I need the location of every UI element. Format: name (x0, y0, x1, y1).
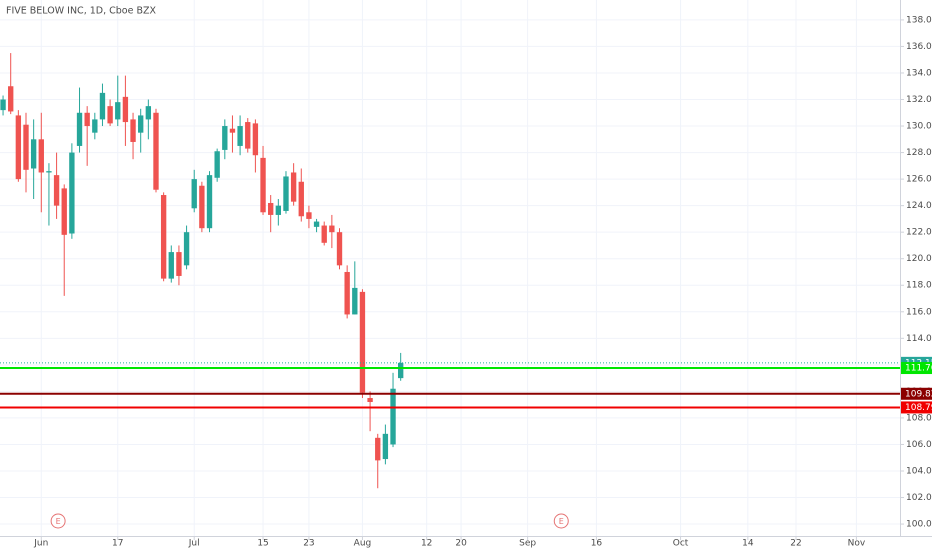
y-tick-label: 100.00 (906, 520, 932, 530)
candle-body (23, 124, 29, 170)
x-tick-label: 14 (742, 539, 754, 549)
x-tick-label: 15 (257, 539, 268, 549)
x-tick-label: Nov (848, 539, 866, 549)
candle-body (30, 139, 37, 169)
y-tick-label: 122.00 (906, 228, 932, 238)
y-tick-label: 136.00 (906, 42, 932, 52)
candle-body (237, 126, 243, 146)
x-tick-label: 20 (455, 539, 467, 549)
candle-body (336, 232, 343, 266)
y-tick-label: 134.00 (906, 68, 932, 78)
candle-body (115, 102, 121, 120)
candle-body (84, 112, 90, 127)
candle-body (183, 232, 190, 266)
candle-body (53, 175, 60, 206)
x-tick-label: 22 (790, 539, 801, 549)
candle-body (229, 128, 236, 133)
candle-body (191, 179, 197, 209)
y-tick-label: 118.00 (906, 281, 932, 291)
y-tick-label: 128.00 (906, 148, 932, 158)
candle-body (0, 99, 6, 111)
candle-body (252, 123, 259, 156)
candle-body (76, 112, 83, 146)
price-label: 111.76 (905, 364, 932, 374)
y-tick-label: 138.00 (906, 15, 932, 25)
y-tick-label: 106.00 (906, 440, 932, 450)
candle-body (359, 291, 366, 393)
candle-body (375, 437, 381, 461)
candle-body (398, 362, 404, 379)
earnings-marker (50, 513, 66, 529)
candle-body (145, 106, 152, 120)
price-label-box (901, 387, 932, 400)
candle-body (46, 171, 52, 173)
x-tick-label: Aug (354, 539, 372, 549)
candle-body (382, 433, 389, 460)
candle-body (69, 152, 75, 234)
candle-body (260, 157, 266, 213)
candle-body (214, 151, 220, 178)
price-label: 109.82 (905, 389, 932, 399)
y-tick-label: 102.00 (906, 493, 932, 503)
candle-body (245, 122, 251, 149)
price-label-box (901, 401, 932, 414)
candle-body (268, 202, 274, 215)
earnings-marker (553, 513, 569, 529)
candle-body (390, 388, 396, 445)
earnings-label: E (559, 517, 564, 526)
earnings-label: E (56, 517, 61, 526)
candle-body (99, 92, 106, 120)
x-tick-label: Sep (519, 539, 536, 549)
x-tick-label: Jul (188, 539, 200, 549)
candle-body (92, 119, 98, 133)
candle-body (344, 271, 350, 315)
candle-body (199, 185, 205, 229)
candle-body (321, 225, 327, 243)
candle-body (298, 181, 304, 217)
y-tick-label: 124.00 (906, 201, 932, 211)
candle-body (313, 221, 320, 227)
y-tick-label: 108.00 (906, 413, 932, 423)
y-tick-label: 104.00 (906, 466, 932, 476)
candle-body (138, 115, 144, 133)
candle-body (352, 287, 358, 315)
candle-body (122, 96, 129, 123)
chart-title: FIVE BELOW INC, 1D, Cboe BZX (6, 6, 156, 17)
candle-body (176, 252, 182, 276)
candle-body (222, 126, 228, 150)
candle-body (168, 252, 174, 279)
y-tick-label: 120.00 (906, 254, 932, 264)
x-tick-label: 12 (421, 539, 432, 549)
candle-body (306, 212, 312, 219)
y-tick-label: 116.00 (906, 307, 932, 317)
y-tick-label: 130.00 (906, 122, 932, 132)
candle-body (275, 205, 282, 215)
x-tick-label: 23 (303, 539, 314, 549)
candle-body (160, 195, 167, 279)
y-tick-label: 126.00 (906, 175, 932, 185)
candle-body (290, 172, 297, 202)
candle-body (153, 112, 159, 190)
candle-body (8, 86, 14, 112)
candle-body (283, 176, 289, 211)
candle-body (38, 139, 44, 173)
candle-body (61, 188, 67, 235)
price-label: 108.79 (905, 403, 932, 413)
candle-body (367, 398, 373, 402)
candle-body (107, 106, 113, 124)
price-label-box (901, 362, 932, 375)
x-tick-label: 17 (112, 539, 123, 549)
candle-body (130, 119, 136, 142)
y-tick-label: 132.00 (906, 95, 932, 105)
y-tick-label: 114.00 (906, 334, 932, 344)
x-tick-label: 16 (591, 539, 603, 549)
x-tick-label: Oct (673, 539, 689, 549)
candle-body (15, 115, 22, 180)
candle-body (329, 225, 335, 233)
x-tick-label: Jun (33, 539, 48, 549)
candle-body (206, 175, 213, 229)
